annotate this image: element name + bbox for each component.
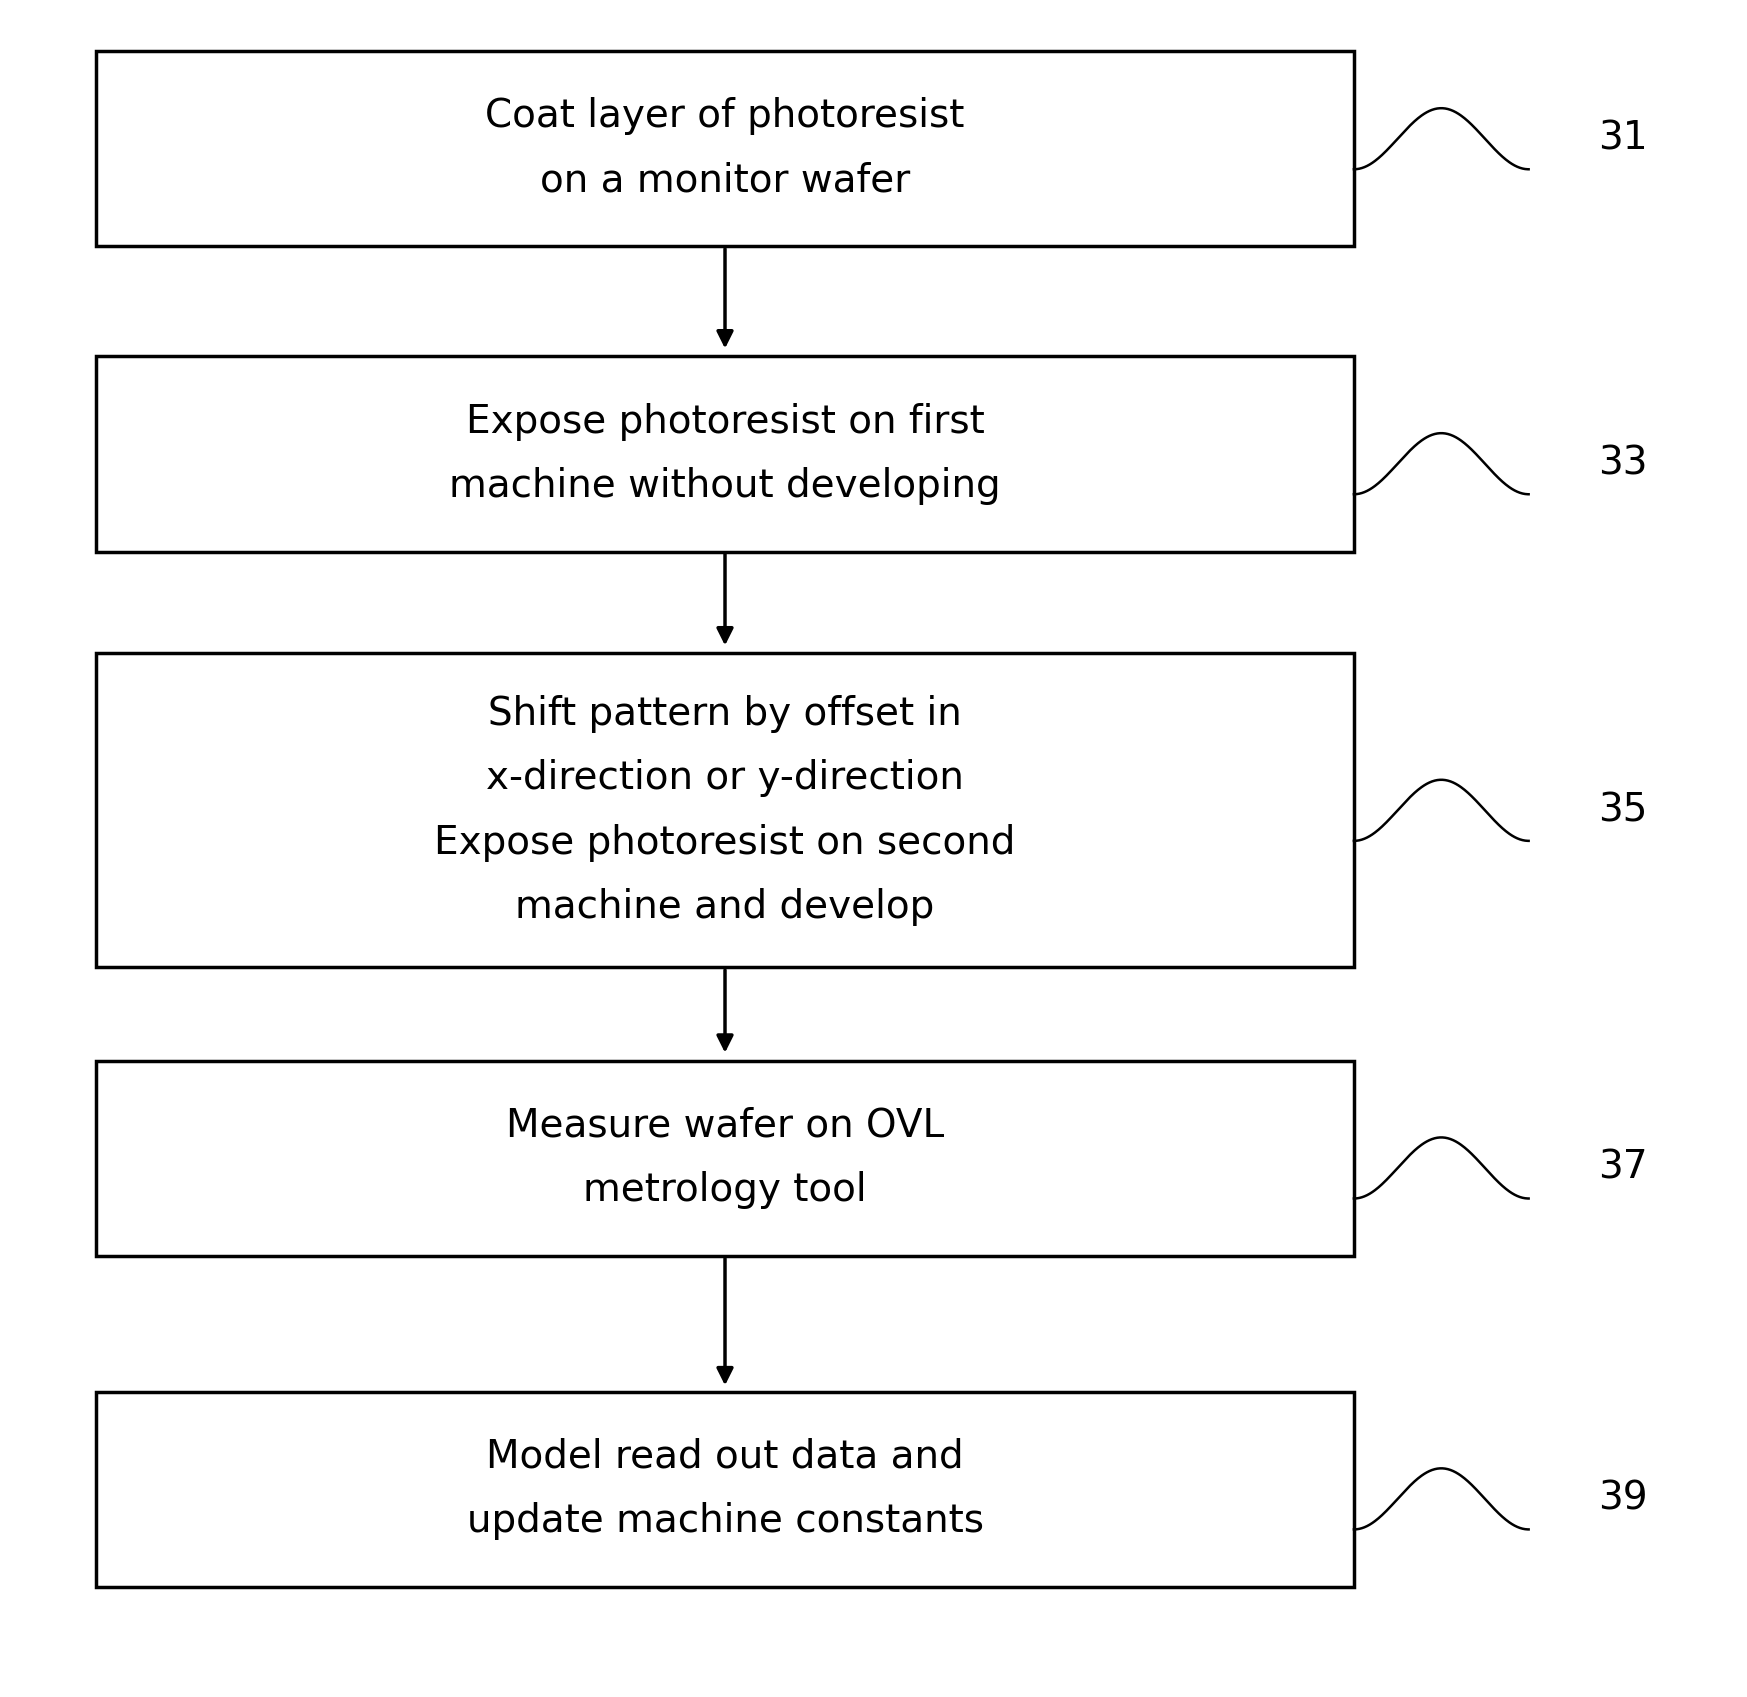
Text: 31: 31 bbox=[1599, 120, 1647, 158]
Text: Expose photoresist on first: Expose photoresist on first bbox=[466, 402, 984, 441]
Bar bbox=[96, 1392, 1354, 1587]
Bar bbox=[96, 1061, 1354, 1256]
Text: metrology tool: metrology tool bbox=[583, 1171, 867, 1210]
Text: Model read out data and: Model read out data and bbox=[486, 1437, 964, 1476]
Text: Measure wafer on OVL: Measure wafer on OVL bbox=[507, 1106, 943, 1145]
Text: Coat layer of photoresist: Coat layer of photoresist bbox=[486, 97, 964, 136]
Bar bbox=[96, 653, 1354, 967]
Text: Shift pattern by offset in: Shift pattern by offset in bbox=[487, 694, 963, 733]
Bar bbox=[96, 51, 1354, 246]
Text: Expose photoresist on second: Expose photoresist on second bbox=[435, 823, 1015, 862]
Bar bbox=[96, 356, 1354, 552]
Text: machine and develop: machine and develop bbox=[515, 888, 935, 927]
Text: machine without developing: machine without developing bbox=[449, 467, 1001, 506]
Text: 35: 35 bbox=[1599, 791, 1647, 830]
Text: 37: 37 bbox=[1599, 1149, 1647, 1186]
Text: 33: 33 bbox=[1599, 445, 1647, 482]
Text: update machine constants: update machine constants bbox=[466, 1502, 984, 1541]
Text: x-direction or y-direction: x-direction or y-direction bbox=[486, 759, 964, 798]
Text: 39: 39 bbox=[1599, 1480, 1647, 1517]
Text: on a monitor wafer: on a monitor wafer bbox=[540, 161, 910, 200]
